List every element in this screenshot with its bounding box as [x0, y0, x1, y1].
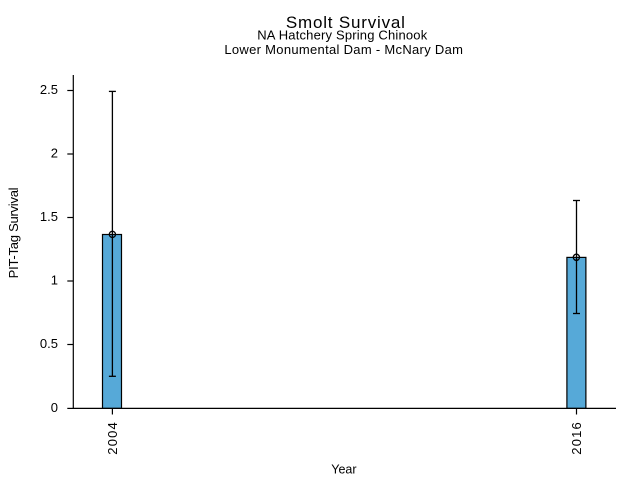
svg-text:NA Hatchery Spring Chinook: NA Hatchery Spring Chinook — [257, 28, 427, 43]
svg-text:1: 1 — [51, 273, 58, 288]
svg-text:0: 0 — [51, 400, 58, 415]
svg-text:0.5: 0.5 — [40, 336, 58, 351]
svg-text:2004: 2004 — [105, 421, 120, 455]
svg-text:Year: Year — [331, 463, 356, 477]
svg-text:1.5: 1.5 — [40, 209, 58, 224]
svg-text:2016: 2016 — [569, 421, 584, 455]
svg-text:PIT-Tag Survival: PIT-Tag Survival — [6, 187, 21, 278]
svg-text:2: 2 — [51, 146, 58, 161]
svg-text:2.5: 2.5 — [40, 82, 58, 97]
svg-text:Smolt Survival: Smolt Survival — [286, 13, 406, 32]
svg-text:Lower Monumental Dam - McNary: Lower Monumental Dam - McNary Dam — [224, 42, 463, 57]
